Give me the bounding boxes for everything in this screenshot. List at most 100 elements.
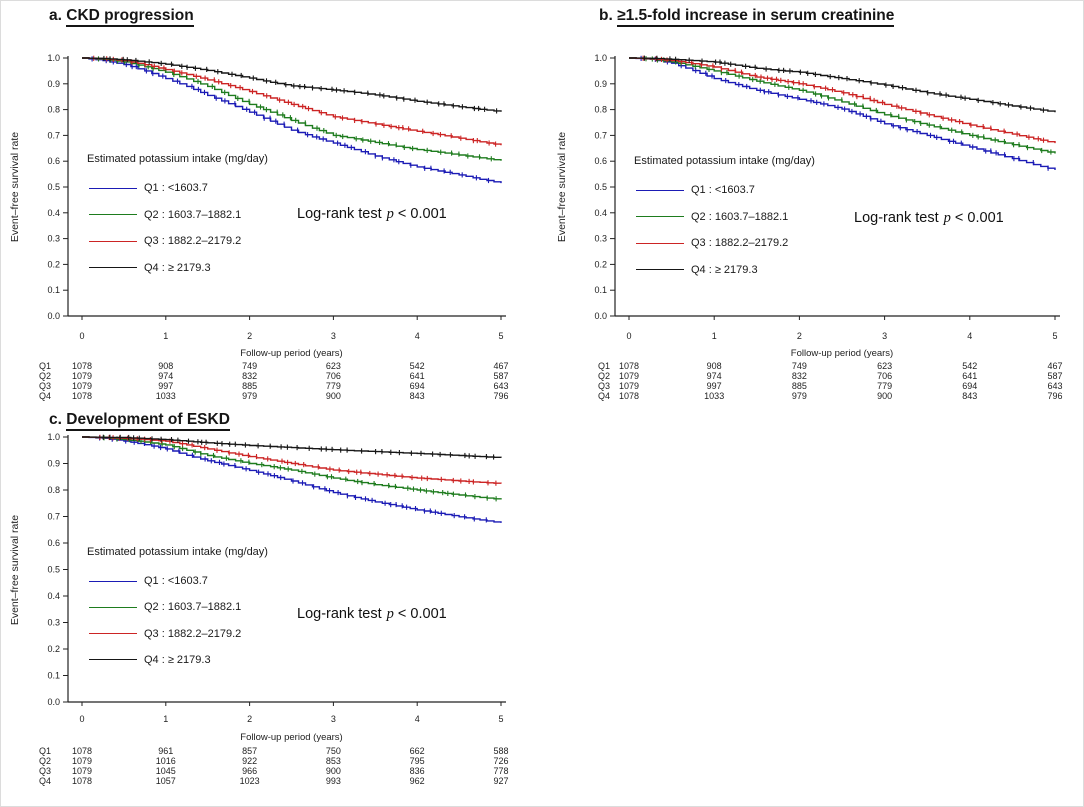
axes: 1.0 0.9 0.8 0.7 0.6 0.5 0.4 0.3 0.2 0.1 0.0 0 1 2 3 4 5 — [47, 432, 506, 724]
risk-count: 641 — [962, 371, 977, 381]
y-tick-label: 0.4 — [594, 208, 607, 218]
y-tick-label: 0.1 — [47, 285, 60, 295]
logrank-text: Log-rank test — [297, 206, 382, 222]
axes: 1.0 0.9 0.8 0.7 0.6 0.5 0.4 0.3 0.2 0.1 0.0 0 1 2 3 4 5 — [47, 53, 506, 341]
risk-count: 857 — [242, 746, 257, 756]
legend-item-q4: Q4 : ≥ 2179.3 — [89, 261, 211, 275]
risk-count: 694 — [410, 381, 425, 391]
legend-item-q3: Q3 : 1882.2–2179.2 — [89, 234, 241, 248]
legend-item-q3: Q3 : 1882.2–2179.2 — [636, 236, 788, 250]
legend-item-q1: Q1 : <1603.7 — [89, 574, 208, 588]
risk-count: 662 — [410, 746, 425, 756]
y-tick-label: 0.2 — [594, 259, 607, 269]
risk-count: 993 — [326, 776, 341, 786]
x-tick-label: 5 — [498, 714, 503, 724]
y-tick-label: 0.2 — [47, 259, 60, 269]
panel-letter: b. — [599, 7, 613, 24]
km-plot: 1.0 0.9 0.8 0.7 0.6 0.5 0.4 0.3 0.2 0.1 0.0 0 1 2 3 4 5 Q… — [39, 53, 509, 401]
risk-count: 979 — [242, 391, 257, 401]
y-tick-label: 0.8 — [594, 105, 607, 115]
risk-count: 587 — [1047, 371, 1062, 381]
x-tick-label: 1 — [712, 331, 717, 341]
risk-count: 643 — [493, 381, 508, 391]
y-tick-label: 1.0 — [47, 432, 60, 442]
risk-count: 961 — [158, 746, 173, 756]
panel-title-text: Development of ESKD — [66, 411, 230, 431]
panel-title-text: CKD progression — [66, 7, 194, 27]
risk-count: 1079 — [72, 371, 92, 381]
risk-count: 795 — [410, 756, 425, 766]
y-tick-label: 0.3 — [594, 234, 607, 244]
panel-title-text: ≥1.5-fold increase in serum creatinine — [617, 7, 895, 27]
risk-count: 796 — [1047, 391, 1062, 401]
risk-count: 1033 — [156, 391, 176, 401]
risk-count: 1033 — [704, 391, 724, 401]
risk-count: 1079 — [72, 756, 92, 766]
y-tick-label: 0.0 — [594, 311, 607, 321]
x-axis-label: Follow-up period (years) — [790, 348, 894, 359]
legend-line-q4 — [636, 269, 684, 270]
legend-label-q3: Q3 : 1882.2–2179.2 — [144, 627, 242, 640]
legend-title: Estimated potassium intake (mg/day) — [634, 155, 815, 167]
legend-label-q2: Q2 : 1603.7–1882.1 — [144, 208, 242, 221]
risk-count: 1078 — [619, 361, 639, 371]
risk-count: 587 — [493, 371, 508, 381]
curve-q2 — [82, 435, 502, 502]
x-tick-label: 4 — [415, 714, 420, 724]
y-tick-label: 0.9 — [594, 79, 607, 89]
risk-count: 997 — [158, 381, 173, 391]
x-tick-label: 2 — [247, 331, 252, 341]
x-tick-label: 4 — [415, 331, 420, 341]
legend-line-q2 — [89, 214, 137, 215]
panel-letter: c. — [49, 411, 62, 428]
risk-count: 908 — [707, 361, 722, 371]
y-tick-label: 0.6 — [594, 156, 607, 166]
legend-label-q4: Q4 : ≥ 2179.3 — [144, 653, 211, 666]
legend-line-q1 — [89, 580, 137, 582]
legend-label-q1: Q1 : <1603.7 — [144, 575, 208, 587]
legend-item-q2: Q2 : 1603.7–1882.1 — [89, 208, 241, 222]
risk-count: 694 — [962, 381, 977, 391]
curve-q3 — [629, 55, 1056, 144]
legend-item-q1: Q1 : <1603.7 — [89, 181, 208, 195]
risk-count: 726 — [493, 756, 508, 766]
legend-item-q2: Q2 : 1603.7–1882.1 — [89, 600, 241, 614]
risk-count: 922 — [242, 756, 257, 766]
risk-count: 997 — [707, 381, 722, 391]
risk-count: 706 — [877, 371, 892, 381]
risk-count: 962 — [410, 776, 425, 786]
y-tick-label: 0.4 — [47, 208, 60, 218]
risk-row-label: Q2 — [598, 371, 610, 381]
risk-count: 885 — [792, 381, 807, 391]
panel-a-ckd-progression: a. CKD progression Event–free survival r… — [1, 1, 541, 401]
risk-count: 1045 — [156, 766, 176, 776]
panel-title: c. Development of ESKD — [49, 411, 230, 431]
risk-count: 900 — [326, 766, 341, 776]
legend-item-q4: Q4 : ≥ 2179.3 — [636, 263, 758, 277]
risk-count: 832 — [792, 371, 807, 381]
risk-count: 1078 — [72, 746, 92, 756]
risk-row-label: Q1 — [39, 361, 51, 371]
y-tick-label: 0.6 — [47, 538, 60, 548]
legend-line-q2 — [636, 216, 684, 217]
y-tick-label: 0.0 — [47, 311, 60, 321]
risk-count: 900 — [877, 391, 892, 401]
risk-count: 853 — [326, 756, 341, 766]
panel-title: b. ≥1.5-fold increase in serum creatinin… — [599, 7, 895, 27]
y-tick-label: 0.6 — [47, 156, 60, 166]
axes: 1.0 0.9 0.8 0.7 0.6 0.5 0.4 0.3 0.2 0.1 0.0 0 1 2 3 4 5 — [594, 53, 1060, 341]
y-tick-label: 0.8 — [47, 105, 60, 115]
risk-count: 908 — [158, 361, 173, 371]
x-tick-label: 3 — [331, 331, 336, 341]
curve-q1 — [82, 435, 502, 523]
legend-label-q1: Q1 : <1603.7 — [144, 182, 208, 194]
legend-line-q3 — [89, 633, 137, 635]
logrank-annotation: Log-rank test p < 0.001 — [297, 206, 447, 223]
x-axis-label: Follow-up period (years) — [240, 348, 343, 359]
risk-row-label: Q4 — [598, 391, 610, 401]
km-plot: 1.0 0.9 0.8 0.7 0.6 0.5 0.4 0.3 0.2 0.1 0.0 0 1 2 3 4 5 Q… — [39, 432, 509, 786]
x-tick-label: 0 — [79, 714, 84, 724]
panel-b-serum-creatinine: b. ≥1.5-fold increase in serum creatinin… — [548, 1, 1083, 401]
legend-line-q1 — [89, 187, 137, 189]
curve-q1 — [629, 55, 1056, 171]
